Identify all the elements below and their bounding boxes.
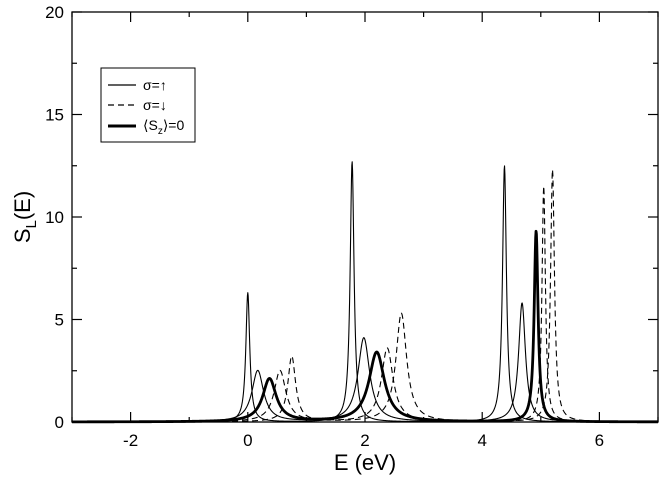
x-tick-label: 6 xyxy=(595,431,604,450)
x-tick-label: -2 xyxy=(123,431,138,450)
x-tick-label: 4 xyxy=(477,431,486,450)
legend-label-down: σ=↓ xyxy=(143,97,167,113)
series-0-curve-1 xyxy=(71,302,659,423)
y-axis-title: SL(E) xyxy=(10,191,40,243)
y-tick-label: 20 xyxy=(45,3,64,22)
legend-box xyxy=(100,67,196,143)
series-0-curve-0 xyxy=(71,161,659,423)
y-tick-label: 5 xyxy=(55,311,64,330)
legend: σ=↑ σ=↓ ⟨Sz⟩=0 xyxy=(100,67,196,143)
series-1-curve-0 xyxy=(71,185,659,423)
x-tick-label: 0 xyxy=(243,431,252,450)
x-axis-title: E (eV) xyxy=(334,450,396,475)
curves-layer xyxy=(70,161,660,424)
series-1-curve-1 xyxy=(71,169,659,423)
y-tick-label: 15 xyxy=(45,106,64,125)
ticks-layer: -2 0 2 4 6 0 5 10 15 20 xyxy=(45,3,659,450)
legend-label-sz0: ⟨Sz⟩=0 xyxy=(143,117,184,137)
legend-label-up: σ=↑ xyxy=(143,77,167,93)
y-tick-label: 0 xyxy=(55,413,64,432)
series-2-curve-0 xyxy=(70,229,660,424)
y-tick-label: 10 xyxy=(45,208,64,227)
x-tick-label: 2 xyxy=(360,431,369,450)
